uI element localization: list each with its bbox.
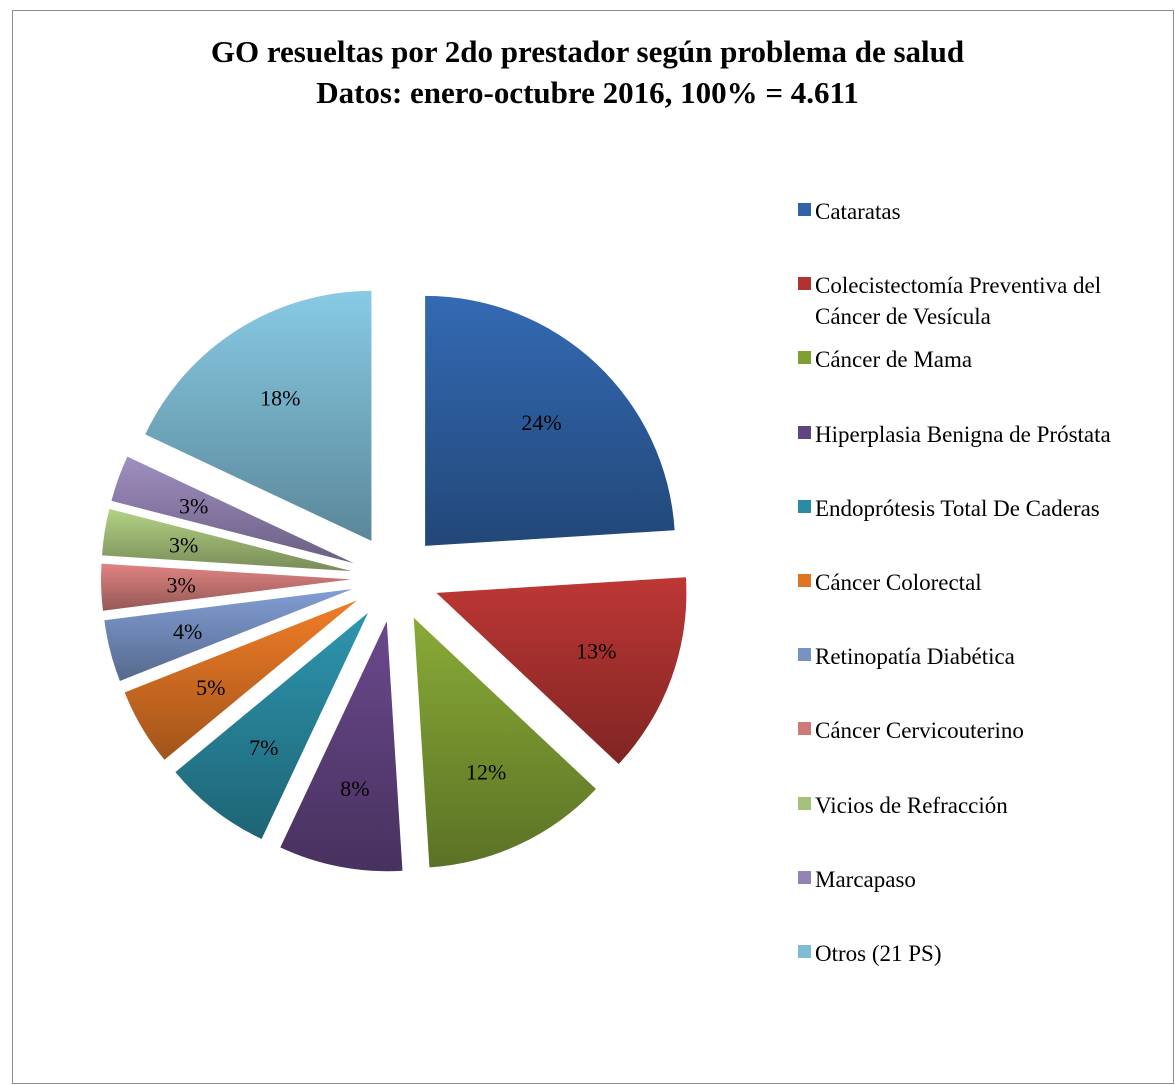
pie-slice <box>425 295 675 546</box>
pie-slice <box>175 612 369 839</box>
data-label: 3% <box>179 494 208 519</box>
pie-slice <box>111 456 354 564</box>
legend-item: Cáncer de Mama <box>798 344 1168 375</box>
chart-title: GO resueltas por 2do prestador según pro… <box>210 34 965 69</box>
pie-slice <box>104 588 353 681</box>
legend-swatch <box>798 870 811 884</box>
legend-swatch <box>798 796 811 810</box>
legend-label: Endoprótesis Total De Caderas <box>815 495 1100 521</box>
legend-item: Colecistectomía Preventiva del Cáncer de… <box>798 270 1168 332</box>
legend-swatch <box>798 499 811 513</box>
pie-slice <box>124 600 358 760</box>
data-label: 3% <box>169 533 198 558</box>
data-label: 8% <box>340 776 369 801</box>
data-label: 3% <box>166 573 195 598</box>
data-label: 18% <box>260 385 300 410</box>
legend-swatch <box>798 574 811 587</box>
data-label: 13% <box>576 638 616 663</box>
legend-label: Vicios de Refracción <box>815 792 1008 818</box>
legend-swatch <box>798 425 811 439</box>
legend-item: Vicios de Refracción <box>798 790 1168 821</box>
legend-swatch <box>798 277 811 291</box>
data-label: 5% <box>196 675 225 700</box>
data-label: 24% <box>521 410 561 435</box>
legend-item: Marcapaso <box>798 864 1168 895</box>
legend-item: Hiperplasia Benigna de Próstata <box>798 419 1168 450</box>
pie-slice <box>280 621 403 872</box>
legend-label: Cáncer de Mama <box>815 347 973 373</box>
legend-swatch <box>798 722 811 736</box>
legend-item: Retinopatía Diabética <box>798 641 1168 672</box>
legend-label: Cáncer Colorectal <box>815 570 982 595</box>
data-label: 7% <box>249 735 278 760</box>
pie-slice <box>413 617 596 868</box>
legend-swatch <box>798 945 811 958</box>
legend-label: Otros (21 PS) <box>815 941 942 966</box>
chart-subtitle: Datos: enero-octubre 2016, 100% = 4.611 <box>316 75 859 110</box>
legend-item: Cataratas <box>798 196 1168 227</box>
legend-item: Cáncer Colorectal <box>798 567 1168 598</box>
pie-slice <box>436 577 687 765</box>
legend-item: Cáncer Cervicouterino <box>798 715 1168 746</box>
legend-label: Marcapaso <box>815 866 916 892</box>
legend-item: Otros (21 PS) <box>798 938 1168 969</box>
legend-swatch <box>798 648 811 662</box>
pie-slice <box>102 508 352 572</box>
legend-item: Endoprótesis Total De Caderas <box>798 493 1168 524</box>
legend-label: Colecistectomía Preventiva del Cáncer de… <box>815 273 1102 330</box>
legend-label: Cataratas <box>815 199 901 224</box>
legend-swatch <box>798 203 811 216</box>
legend-label: Cáncer Cervicouterino <box>815 718 1024 744</box>
pie-slice <box>101 563 352 611</box>
data-label: 4% <box>173 619 202 644</box>
pie-slice <box>145 290 372 541</box>
data-label: 12% <box>466 760 506 785</box>
legend-swatch <box>798 351 811 365</box>
legend-label: Hiperplasia Benigna de Próstata <box>815 421 1111 447</box>
legend-label: Retinopatía Diabética <box>815 644 1015 670</box>
